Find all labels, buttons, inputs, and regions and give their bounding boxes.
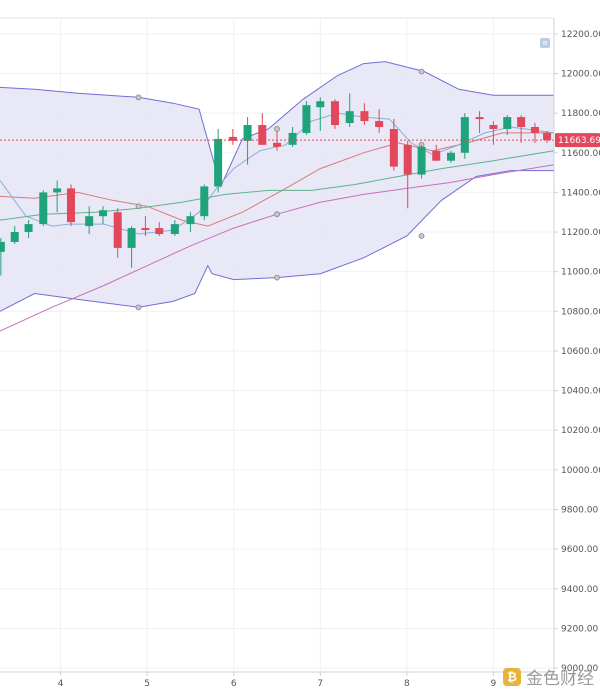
candle-body <box>0 241 5 252</box>
candle-body <box>417 146 426 175</box>
watermark-text: 金色财经 <box>526 669 594 689</box>
x-tick-label: 7 <box>317 679 323 689</box>
candle-body <box>543 132 552 141</box>
candle-body <box>530 127 539 133</box>
y-tick-label: 11000.00 <box>561 268 600 278</box>
y-tick-label: 9600.00 <box>561 545 598 555</box>
y-tick-label: 11600.00 <box>561 149 600 159</box>
candle-body <box>39 192 48 225</box>
y-tick-label: 11200.00 <box>561 228 600 238</box>
candle-body <box>316 101 325 108</box>
candle-body <box>10 232 19 242</box>
band-marker <box>135 304 142 311</box>
bollinger-band-fill <box>0 61 554 312</box>
candle-body <box>475 117 484 120</box>
candle-body <box>155 228 164 235</box>
candle-body <box>113 212 122 248</box>
y-tick-label: 9200.00 <box>561 624 598 634</box>
y-tick-label: 9000.00 <box>561 664 598 674</box>
candle-body <box>446 152 455 161</box>
band-marker <box>274 211 280 218</box>
candle-body <box>375 121 384 127</box>
y-tick-label: 10000.00 <box>561 466 600 476</box>
band-marker <box>418 233 425 239</box>
candle-body <box>360 111 369 122</box>
candle-body <box>517 117 526 127</box>
candle-body <box>228 136 237 141</box>
y-tick-label: 11800.00 <box>561 109 600 119</box>
current-price-label: 11663.69 <box>558 136 600 146</box>
candle-body <box>99 210 108 217</box>
candle-body <box>53 188 62 193</box>
x-tick-label: 5 <box>144 679 150 689</box>
x-tick-label: 4 <box>58 679 64 689</box>
x-tick-label: 8 <box>404 679 410 689</box>
candle-body <box>127 228 136 248</box>
coin-icon: ₿ <box>503 667 521 686</box>
candle-body <box>389 128 398 167</box>
candle-body <box>200 186 209 217</box>
x-tick-label: 9 <box>491 679 497 689</box>
candle-body <box>24 224 33 233</box>
candle-body <box>503 117 512 129</box>
current-price-tag <box>555 133 600 148</box>
y-tick-label: 10400.00 <box>561 387 600 397</box>
candle-body <box>141 228 150 231</box>
y-tick-label: 10200.00 <box>561 426 600 436</box>
y-tick-label: 12000.00 <box>561 69 600 79</box>
band-marker <box>418 68 425 75</box>
candle-body <box>302 105 311 133</box>
candle-body <box>258 125 267 145</box>
band-marker <box>274 274 280 281</box>
moving-average-line <box>0 150 555 221</box>
band-marker <box>135 94 142 101</box>
y-tick-label: 10800.00 <box>561 307 600 317</box>
watermark-logo: ₿ 金色财经 <box>503 664 594 689</box>
y-tick-label: 12200.00 <box>561 30 600 40</box>
candle-body <box>288 132 297 145</box>
candle-body <box>170 224 179 235</box>
band-marker <box>135 203 142 210</box>
y-tick-label: 10600.00 <box>561 347 600 357</box>
candle-body <box>432 150 441 161</box>
y-tick-label: 9400.00 <box>561 585 598 595</box>
candle-body <box>403 144 412 175</box>
settings-icon[interactable]: ≡ <box>540 38 550 48</box>
bollinger-mid-line <box>0 132 554 227</box>
candle-body <box>345 111 354 124</box>
candle-body <box>330 101 339 126</box>
candle-body <box>214 138 223 187</box>
bollinger-lower-line <box>0 170 554 312</box>
candle-body <box>460 117 469 153</box>
candle-body <box>489 125 498 129</box>
y-tick-label: 11400.00 <box>561 188 600 198</box>
candle-body <box>85 216 94 227</box>
candle-body <box>243 125 252 141</box>
y-tick-label: 9800.00 <box>561 505 598 515</box>
x-tick-label: 6 <box>231 679 237 689</box>
candle-body <box>273 142 281 147</box>
band-marker <box>274 126 280 132</box>
candle-body <box>186 216 195 225</box>
candle-body <box>66 188 75 223</box>
bollinger-upper-line <box>0 61 554 188</box>
